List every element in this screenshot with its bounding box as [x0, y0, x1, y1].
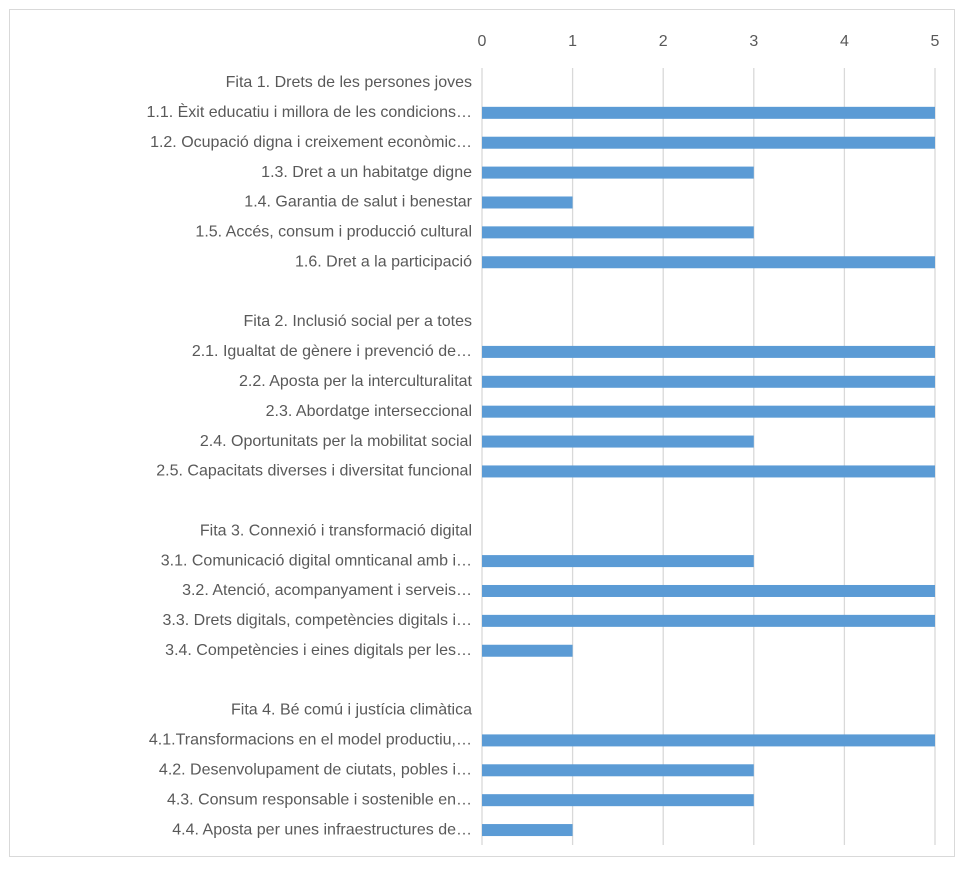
bar [482, 405, 935, 418]
bar [482, 375, 935, 388]
y-tick-label: 2.5. Capacitats diverses i diversitat fu… [156, 463, 472, 480]
bar [482, 256, 935, 269]
y-tick-label: 2.4. Oportunitats per la mobilitat socia… [200, 433, 472, 450]
bar [482, 644, 573, 657]
y-tick-label: 4.1.Transformacions en el model producti… [149, 732, 472, 749]
bar [482, 136, 935, 149]
y-tick-label: 2.1. Igualtat de gènere i prevenció de… [192, 343, 472, 360]
y-tick-label: 1.6. Dret a la participació [295, 253, 472, 270]
bar [482, 465, 935, 478]
y-tick-label: 4.4. Aposta per unes infraestructures de… [172, 821, 472, 838]
bar [482, 794, 754, 807]
y-tick-label: 3.2. Atenció, acompanyament i serveis… [182, 582, 472, 599]
bar [482, 166, 754, 179]
y-tick-label: 4.3. Consum responsable i sostenible en… [167, 791, 472, 808]
y-tick-label: Fita 2. Inclusió social per a totes [243, 313, 472, 330]
y-tick-label: 1.3. Dret a un habitatge digne [261, 164, 472, 181]
bar [482, 824, 573, 837]
bar [482, 584, 935, 597]
x-tick-label: 2 [659, 33, 668, 50]
bar [482, 345, 935, 358]
y-tick-label: 4.2. Desenvolupament de ciutats, pobles … [159, 762, 472, 779]
y-tick-label: 1.4. Garantia de salut i benestar [244, 194, 472, 211]
y-tick-label: 3.1. Comunicació digital omnticanal amb … [161, 552, 472, 569]
y-tick-label: Fita 4. Bé comú i justícia climàtica [231, 702, 472, 719]
bar [482, 764, 754, 777]
y-tick-label: Fita 1. Drets de les persones joves [226, 74, 472, 91]
bar [482, 196, 573, 209]
bar [482, 614, 935, 627]
y-tick-label: Fita 3. Connexió i transformació digital [200, 522, 472, 539]
y-tick-label: 1.2. Ocupació digna i creixement econòmi… [150, 134, 472, 151]
y-tick-label: 1.5. Accés, consum i producció cultural [195, 224, 472, 241]
x-tick-label: 0 [478, 33, 487, 50]
bar [482, 555, 754, 568]
bar [482, 734, 935, 747]
y-tick-label: 3.3. Drets digitals, competències digita… [163, 612, 472, 629]
x-tick-label: 5 [931, 33, 940, 50]
bar [482, 106, 935, 119]
x-tick-label: 4 [840, 33, 849, 50]
bar [482, 226, 754, 239]
bar [482, 435, 754, 448]
y-tick-label: 2.2. Aposta per la interculturalitat [239, 373, 473, 390]
y-tick-label: 2.3. Abordatge interseccional [266, 403, 472, 420]
x-tick-label: 1 [568, 33, 577, 50]
x-tick-label: 3 [749, 33, 758, 50]
y-tick-label: 3.4. Competències i eines digitals per l… [165, 642, 472, 659]
y-tick-label: 1.1. Èxit educatiu i millora de les cond… [147, 102, 473, 121]
